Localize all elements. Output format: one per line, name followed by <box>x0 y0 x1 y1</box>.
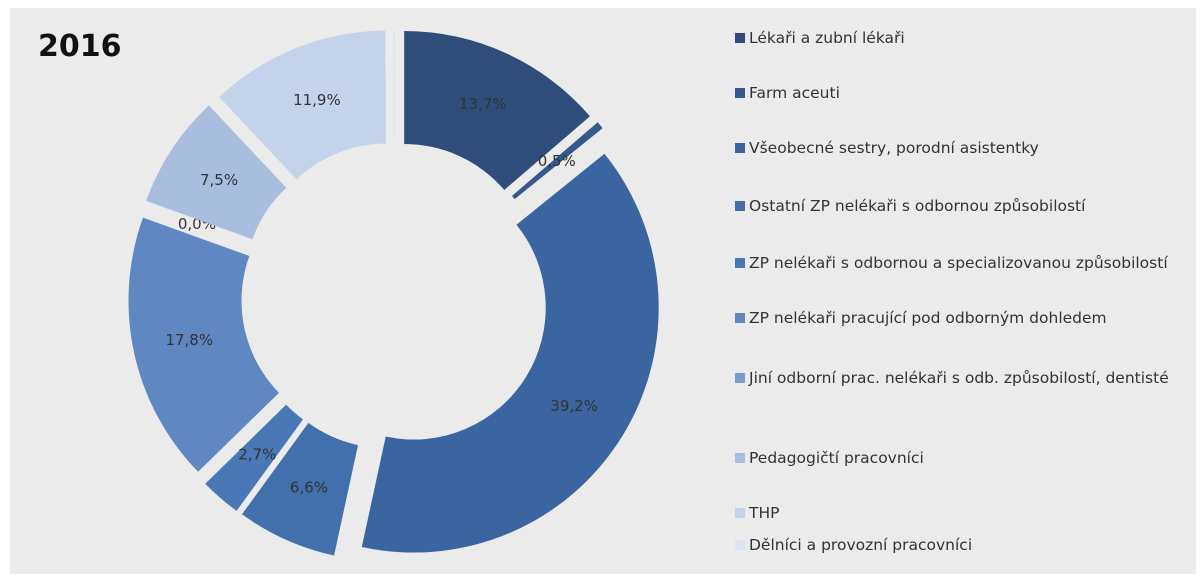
legend-label: ZP nelékaři pracující pod odborným dohle… <box>749 309 1107 327</box>
chart-area: 2016 13,7% 0,5% 39,2% 6,6% 2,7% 17,8% 0,0% 7,5%… <box>10 8 1196 574</box>
legend-label: THP <box>749 504 780 522</box>
legend-label: Všeobecné sestry, porodní asistentky <box>749 139 1039 157</box>
data-label: 0,5% <box>538 152 576 170</box>
legend-label: ZP nelékaři s odbornou a specializovanou… <box>749 254 1168 272</box>
legend-swatch <box>735 201 745 211</box>
legend-entry: Farm aceuti <box>735 83 1204 103</box>
donut-slice <box>242 422 359 556</box>
donut-slice <box>404 31 590 190</box>
donut-slice <box>146 105 287 240</box>
legend-swatch <box>735 33 745 43</box>
legend-swatch <box>735 508 745 518</box>
data-label: 2,7% <box>238 446 276 464</box>
data-label: 6,6% <box>290 479 328 497</box>
data-label: 17,8% <box>165 331 213 349</box>
legend-label: Jiní odborní prac. nelékaři s odb. způso… <box>749 369 1169 387</box>
donut-slice <box>393 29 395 143</box>
donut-slice <box>512 122 603 200</box>
legend-entry: THP <box>735 503 1204 523</box>
legend-swatch <box>735 453 745 463</box>
legend-entry: Všeobecné sestry, porodní asistentky <box>735 138 1204 158</box>
legend-label: Pedagogičtí pracovníci <box>749 449 924 467</box>
legend-swatch <box>735 313 745 323</box>
legend-entry: Ostatní ZP nelékaři s odbornou způsobilo… <box>735 196 1204 216</box>
legend-swatch <box>735 258 745 268</box>
data-label: 11,9% <box>293 91 341 109</box>
legend-entry: Lékaři a zubní lékaři <box>735 28 1204 48</box>
legend-label: Ostatní ZP nelékaři s odbornou způsobilo… <box>749 197 1086 215</box>
donut-slice <box>361 153 659 553</box>
legend-swatch <box>735 88 745 98</box>
data-label: 13,7% <box>459 95 507 113</box>
legend-entry: ZP nelékaři s odbornou a specializovanou… <box>735 253 1204 273</box>
legend-swatch <box>735 540 745 550</box>
chart: 2016 13,7%0,5%39,2%6,6%2,7%17,8%0,0%7,5%… <box>38 29 659 556</box>
legend-entry: Dělníci a provozní pracovníci <box>735 535 1204 555</box>
chart-title: 2016 <box>38 29 122 64</box>
donut-slice <box>128 217 279 472</box>
data-label: 7,5% <box>200 171 238 189</box>
donut-slice <box>205 404 304 511</box>
legend-entry: Pedagogičtí pracovníci <box>735 448 1204 468</box>
legend-label: Lékaři a zubní lékaři <box>749 29 905 47</box>
legend-swatch <box>735 373 745 383</box>
donut-slice <box>219 30 387 180</box>
data-label: 39,2% <box>550 397 598 415</box>
legend-entry: ZP nelékaři pracující pod odborným dohle… <box>735 308 1204 328</box>
legend-label: Farm aceuti <box>749 84 840 102</box>
legend-label: Dělníci a provozní pracovníci <box>749 536 973 554</box>
legend-swatch <box>735 143 745 153</box>
legend-entry: Jiní odborní prac. nelékaři s odb. způso… <box>735 368 1204 388</box>
